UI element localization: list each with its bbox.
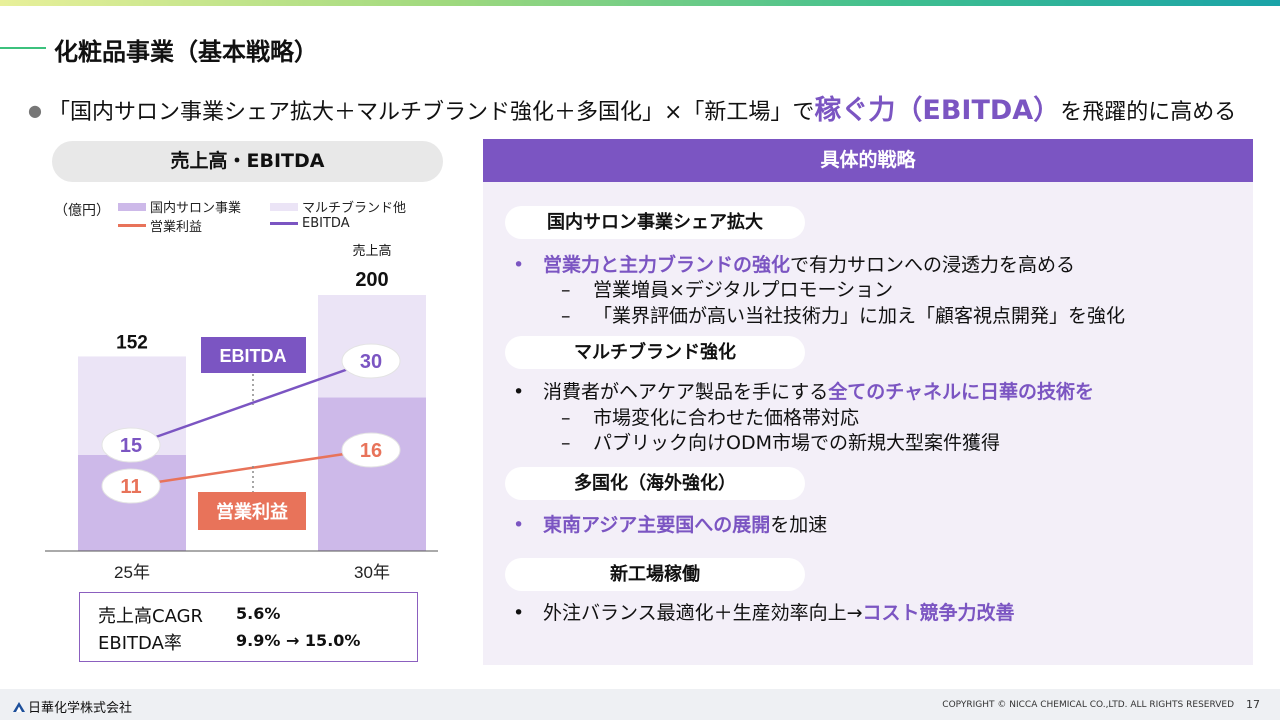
headline-accent: 稼ぐ力（EBITDA） xyxy=(814,95,1061,126)
kpi-cagr-label: 売上高CAGR xyxy=(98,606,204,627)
kpi-box: 売上高CAGR 5.6% EBITDA率 9.9% → 15.0% xyxy=(79,592,418,662)
operating-profit-line xyxy=(130,448,372,488)
legend-label: EBITDA xyxy=(302,216,350,231)
ebitda-callout-box xyxy=(201,337,306,373)
ebitda-25-bubble xyxy=(101,427,161,463)
legend-swatch-domestic xyxy=(118,202,146,211)
ebitda-25-value: 15 xyxy=(120,435,142,457)
bullet-icon: • xyxy=(513,254,525,276)
copyright: COPYRIGHT © NICCA CHEMICAL CO.,LTD. ALL … xyxy=(942,700,1234,710)
company-logo: 日華化学株式会社 xyxy=(12,697,132,716)
bullet-icon: • xyxy=(513,602,525,624)
top-gradient-bar xyxy=(0,0,1280,6)
bullet-highlight: 東南アジア主要国への展開 xyxy=(543,514,771,536)
sub-item: – 営業増員×デジタルプロモーション xyxy=(561,279,894,301)
ebitda-callout-label: EBITDA xyxy=(220,346,287,366)
unit-label: （億円） xyxy=(54,203,110,219)
kpi-ebitda-rate: EBITDA率 9.9% → 15.0% xyxy=(98,629,360,655)
legend-label: 営業利益 xyxy=(150,220,203,235)
bullet-domestic: • 営業力と主力ブランドの強化で有力サロンへの浸透力を高める xyxy=(513,250,1075,277)
bullet-text: で有力サロンへの浸透力を高める xyxy=(790,254,1076,276)
kpi-cagr-value: 5.6% xyxy=(236,604,281,623)
op-callout-box xyxy=(198,492,306,530)
total-header-30: 売上高 xyxy=(352,243,391,258)
ebitda-30-value: 30 xyxy=(360,351,382,373)
legend-line-ebitda xyxy=(270,222,298,225)
bullet-text: 消費者がヘアケア製品を手にする xyxy=(543,381,829,403)
headline: ● 「国内サロン事業シェア拡大＋マルチブランド強化＋多国化」×「新工場」で稼ぐ力（… xyxy=(28,88,1236,127)
title-accent-line xyxy=(0,47,46,49)
kpi-cagr: 売上高CAGR 5.6% xyxy=(98,602,280,628)
bullet-new-factory: • 外注バランス最適化＋生産効率向上→コスト競争力改善 xyxy=(513,598,1015,625)
legend-label: マルチブランド他 xyxy=(302,201,407,216)
op-25-value: 11 xyxy=(120,476,141,498)
bullet-highlight: 全てのチャネルに日華の技術を xyxy=(828,381,1095,403)
legend-multibrand: マルチブランド他 xyxy=(270,197,406,216)
bullet-highlight: コスト競争力改善 xyxy=(862,602,1015,624)
sales-ebitda-chart: 25年 30年 152 売上高 200 EBITDA 営業利益 15 30 11 16 xyxy=(45,243,438,582)
bullet-multibrand: • 消費者がヘアケア製品を手にする全てのチャネルに日華の技術を xyxy=(513,377,1094,404)
bullet-icon: • xyxy=(513,514,525,536)
op-30-value: 16 xyxy=(360,440,382,462)
x-tick-label: 30年 xyxy=(354,563,390,582)
section-title-multibrand: マルチブランド強化 xyxy=(505,336,805,369)
strategy-panel: 具体的戦略 国内サロン事業シェア拡大 • 営業力と主力ブランドの強化で有力サロンへ… xyxy=(483,139,1253,665)
sub-item-text: パブリック向けODM市場での新規大型案件獲得 xyxy=(593,432,1000,454)
sub-item: – 「業界評価が高い当社技術力」に加え「顧客視点開発」を強化 xyxy=(561,305,1126,327)
bullet-dot-icon: ● xyxy=(28,101,42,120)
bullet-highlight: 営業力と主力ブランドの強化 xyxy=(543,254,791,276)
ebitda-line xyxy=(135,359,372,446)
bullet-icon: • xyxy=(513,381,525,403)
sub-item: – 市場変化に合わせた価格帯対応 xyxy=(561,407,860,429)
legend-label: 国内サロン事業 xyxy=(150,201,242,216)
x-tick-label: 25年 xyxy=(114,563,150,582)
chart-title-pill: 売上高・EBITDA xyxy=(52,141,443,182)
bar-domestic-1 xyxy=(318,397,426,551)
strategy-header: 具体的戦略 xyxy=(483,139,1253,182)
op-30-bubble xyxy=(341,432,401,468)
sub-item-text: 「業界評価が高い当社技術力」に加え「顧客視点開発」を強化 xyxy=(593,305,1126,327)
kpi-ebitda-rate-value: 9.9% → 15.0% xyxy=(236,631,361,650)
kpi-ebitda-rate-label: EBITDA率 xyxy=(98,633,182,654)
ebitda-30-bubble xyxy=(341,343,401,379)
op-callout-label: 営業利益 xyxy=(216,501,288,522)
headline-text: 「国内サロン事業シェア拡大＋マルチブランド強化＋多国化」×「新工場」で xyxy=(47,100,815,125)
op-25-bubble xyxy=(101,468,161,504)
company-name: 日華化学株式会社 xyxy=(28,701,133,716)
total-label-25: 152 xyxy=(116,332,148,353)
legend-ebitda: EBITDA xyxy=(270,216,350,231)
sub-item: – パブリック向けODM市場での新規大型案件獲得 xyxy=(561,432,1000,454)
section-title-new-factory: 新工場稼働 xyxy=(505,558,805,591)
page-number: 17 xyxy=(1246,698,1260,711)
section-title-overseas: 多国化（海外強化） xyxy=(505,467,805,500)
section-title-domestic: 国内サロン事業シェア拡大 xyxy=(505,206,805,239)
headline-tail: を飛躍的に高める xyxy=(1060,100,1237,125)
legend-line-operating-profit xyxy=(118,224,146,227)
sub-item-text: 市場変化に合わせた価格帯対応 xyxy=(593,407,860,429)
bullet-overseas: • 東南アジア主要国への展開を加速 xyxy=(513,510,827,537)
legend-swatch-multibrand xyxy=(270,202,298,211)
footer: 日華化学株式会社 COPYRIGHT © NICCA CHEMICAL CO.,… xyxy=(0,689,1280,720)
total-label-30: 200 xyxy=(355,269,388,291)
legend-operating-profit: 営業利益 xyxy=(118,216,202,235)
slide-title: 化粧品事業（基本戦略） xyxy=(54,38,318,66)
sub-item-text: 営業増員×デジタルプロモーション xyxy=(593,279,894,301)
bullet-text: 外注バランス最適化＋生産効率向上→ xyxy=(543,602,863,624)
nicca-logo-icon xyxy=(13,701,25,712)
bullet-text: を加速 xyxy=(770,514,828,536)
legend-domestic: 国内サロン事業 xyxy=(118,197,241,216)
